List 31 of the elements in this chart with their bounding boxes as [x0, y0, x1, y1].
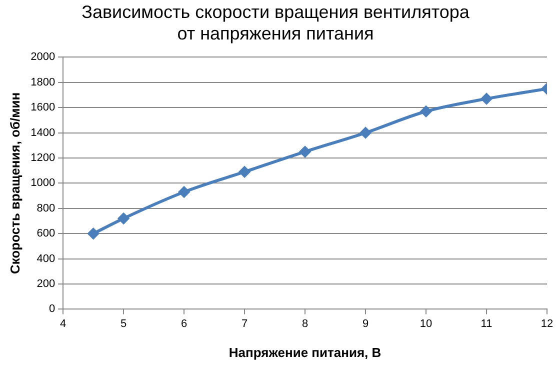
point — [178, 186, 190, 198]
x-tick-label: 12 — [540, 318, 554, 330]
point — [118, 212, 130, 224]
point — [300, 146, 311, 158]
y-tick-label: 800 — [36, 202, 56, 214]
y-tick-label: 1800 — [30, 76, 56, 88]
y-axis-title: Скорость вращения, об/мин — [7, 92, 22, 274]
x-tick-label: 11 — [480, 318, 492, 330]
x-tick-label: 5 — [120, 318, 127, 330]
y-tick-label: 1200 — [30, 152, 56, 164]
y-tick-label: 600 — [36, 228, 56, 240]
point — [239, 166, 250, 178]
x-tick-label: 10 — [420, 318, 432, 330]
x-tick-label: 6 — [180, 318, 188, 330]
point — [481, 93, 492, 104]
x-tick-label: 7 — [241, 318, 248, 330]
point — [420, 106, 432, 117]
x-axis-title: Напряжение питания, В — [228, 344, 382, 360]
point — [88, 228, 99, 240]
y-tick-label: 1400 — [30, 126, 56, 139]
y-tick-label: 2000 — [30, 51, 56, 64]
x-tick-label: 4 — [60, 318, 66, 330]
y-tick-label: 400 — [36, 252, 56, 265]
x-tick-label: 8 — [302, 318, 308, 330]
chart-title: Зависимость скорости вращения вентилятора от напряжения питания — [82, 2, 470, 44]
x-tick-label: 9 — [362, 318, 369, 330]
y-tick-label: 1000 — [30, 177, 56, 190]
y-tick-label: 200 — [36, 278, 56, 290]
point — [360, 127, 372, 138]
y-tick-label: 1600 — [30, 102, 56, 114]
y-tick-label: 0 — [48, 303, 56, 316]
